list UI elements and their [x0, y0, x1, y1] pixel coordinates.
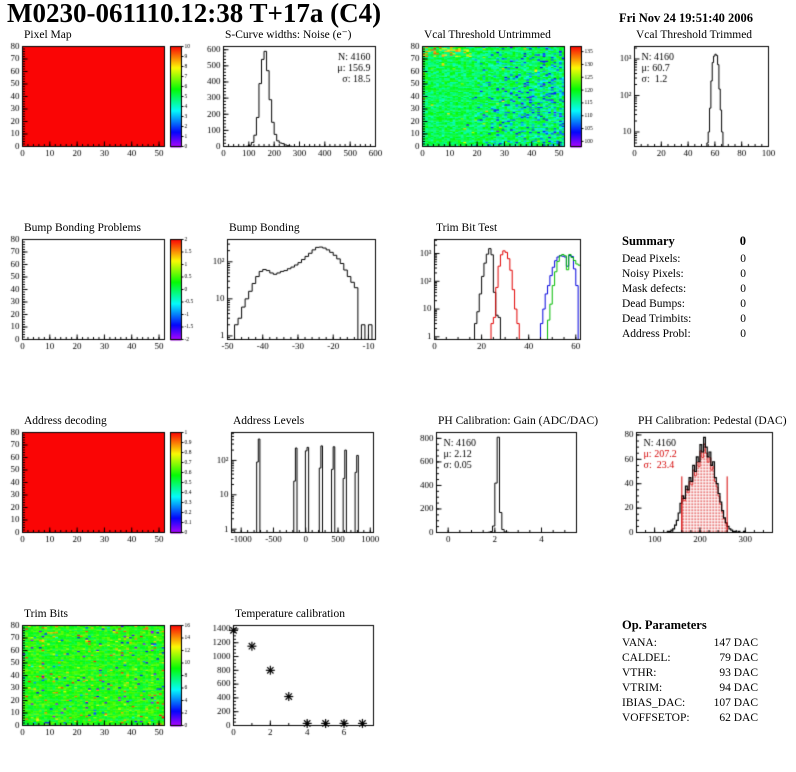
op-param-value: 93 DAC [719, 667, 758, 679]
address-levels-canvas [203, 428, 399, 552]
op-param-value: 62 DAC [719, 712, 758, 724]
vcal-untrimmed-canvas [406, 42, 602, 166]
op-param-row: VANA: 147 DAC [622, 636, 758, 651]
chart-title: Address Levels [233, 415, 305, 427]
summary-row-value: 0 [740, 268, 746, 280]
bump-bonding-canvas [203, 235, 399, 359]
chart-title: PH Calibration: Gain (ADC/DAC) [438, 415, 599, 427]
trim-bit-test-canvas [406, 235, 602, 359]
temperature-calibration-canvas [203, 621, 399, 745]
chart-title: Vcal Threshold Untrimmed [424, 29, 551, 41]
vcal-trimmed-canvas [610, 42, 796, 166]
summary-row-label: Noisy Pixels: [622, 268, 684, 280]
trim-bits-canvas [6, 621, 202, 745]
chart-title: Temperature calibration [235, 608, 345, 620]
summary-row: Dead Trimbits: 0 [622, 312, 746, 327]
trim-bits-chart: Trim Bits [6, 608, 202, 745]
summary-row: Dead Pixels: 0 [622, 252, 746, 267]
ph-gain-chart: PH Calibration: Gain (ADC/DAC) [406, 415, 602, 552]
summary-row: Mask defects: 0 [622, 282, 746, 297]
address-decoding-canvas [6, 428, 202, 552]
op-param-label: IBIAS_DAC: [622, 697, 686, 709]
op-param-label: VANA: [622, 637, 657, 649]
timestamp: Fri Nov 24 19:51:40 2006 [619, 11, 754, 25]
pixel-map-chart: Pixel Map [6, 29, 202, 166]
op-param-row: VTHR: 93 DAC [622, 666, 758, 681]
ph-pedestal-canvas [610, 428, 796, 552]
op-param-value: 107 DAC [713, 697, 758, 709]
ph-pedestal-chart: PH Calibration: Pedestal (DAC) [610, 415, 796, 552]
op-param-label: VTHR: [622, 667, 657, 679]
trim-bit-test-chart: Trim Bit Test [406, 222, 602, 359]
summary-row-value: 0 [740, 298, 746, 310]
bump-problems-chart: Bump Bonding Problems [6, 222, 202, 359]
summary-row-value: 0 [740, 253, 746, 265]
summary-row-label: Dead Trimbits: [622, 313, 692, 325]
chart-title: Bump Bonding [229, 222, 300, 234]
summary-row-value: 0 [740, 313, 746, 325]
summary-row-value: 0 [740, 328, 746, 340]
op-param-label: CALDEL: [622, 652, 671, 664]
chart-title: Address decoding [24, 415, 107, 427]
summary-row-label: Mask defects: [622, 283, 687, 295]
address-levels-chart: Address Levels [203, 415, 399, 552]
temperature-calibration-chart: Temperature calibration [203, 608, 399, 745]
summary-row-label: Dead Pixels: [622, 253, 681, 265]
ph-gain-canvas [406, 428, 602, 552]
summary-row: Dead Bumps: 0 [622, 297, 746, 312]
page-title: M0230-061110.12:38 T+17a (C4) [7, 0, 382, 28]
scurve-noise-chart: S-Curve widths: Noise (e⁻) [203, 29, 399, 166]
summary-row-label: Address Probl: [622, 328, 691, 340]
op-param-label: VOFFSETOP: [622, 712, 690, 724]
op-parameters-block: Op. Parameters VANA: 147 DAC CALDEL: 79 DA… [622, 618, 758, 726]
chart-title: Bump Bonding Problems [24, 222, 141, 234]
op-param-row: IBIAS_DAC: 107 DAC [622, 696, 758, 711]
vcal-untrimmed-chart: Vcal Threshold Untrimmed [406, 29, 602, 166]
chart-title: PH Calibration: Pedestal (DAC) [638, 415, 787, 427]
op-param-value: 147 DAC [713, 637, 758, 649]
summary-row: Address Probl: 0 [622, 327, 746, 342]
summary-row-value: 0 [740, 283, 746, 295]
op-param-value: 94 DAC [719, 682, 758, 694]
op-param-row: VOFFSETOP: 62 DAC [622, 711, 758, 726]
summary-row-label: Dead Bumps: [622, 298, 685, 310]
bump-problems-canvas [6, 235, 202, 359]
chart-title: S-Curve widths: Noise (e⁻) [225, 29, 352, 41]
pixel-map-canvas [6, 42, 202, 166]
chart-title: Trim Bits [24, 608, 69, 620]
summary-title: Summary [622, 234, 675, 248]
chart-title: Trim Bit Test [436, 222, 498, 234]
op-param-label: VTRIM: [622, 682, 663, 694]
bump-bonding-chart: Bump Bonding [203, 222, 399, 359]
scurve-noise-canvas [203, 42, 399, 166]
vcal-trimmed-chart: Vcal Threshold Trimmed [610, 29, 796, 166]
op-param-value: 79 DAC [719, 652, 758, 664]
chart-title: Pixel Map [24, 29, 72, 41]
op-param-row: CALDEL: 79 DAC [622, 651, 758, 666]
chart-title: Vcal Threshold Trimmed [636, 29, 753, 41]
op-param-row: VTRIM: 94 DAC [622, 681, 758, 696]
op-parameters-title: Op. Parameters [622, 618, 707, 632]
summary-row: Noisy Pixels: 0 [622, 267, 746, 282]
summary-total: 0 [739, 234, 746, 248]
summary-block: Summary 0 Dead Pixels: 0 Noisy Pixels: 0 M… [622, 234, 746, 342]
address-decoding-chart: Address decoding [6, 415, 202, 552]
